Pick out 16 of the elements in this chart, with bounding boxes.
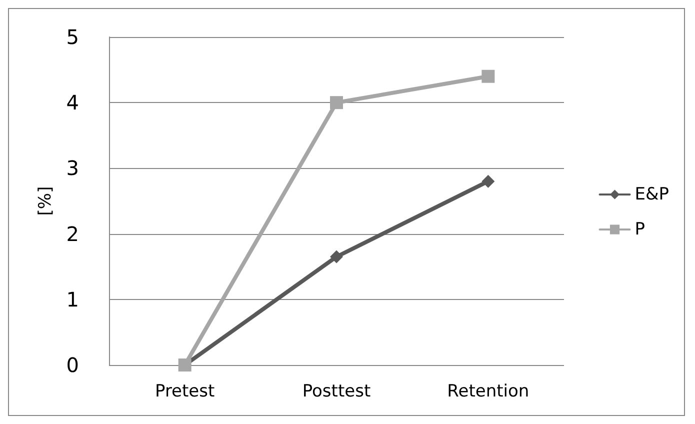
y-tick-label: 1: [66, 287, 79, 312]
point: [330, 96, 343, 110]
x-tick-label: Retention: [447, 382, 530, 402]
point: [330, 250, 343, 264]
y-tick-label: 5: [66, 25, 79, 49]
y-axis-title: [%]: [36, 186, 56, 216]
y-tick-label: 4: [66, 90, 79, 115]
y-tick-label: 3: [66, 156, 79, 180]
y-tick-label: 2: [66, 222, 79, 246]
legend-label: E&P: [634, 184, 669, 204]
legend-label: P: [634, 220, 646, 240]
y-tick-label: 0: [66, 353, 79, 377]
point: [482, 174, 495, 188]
x-tick-label: Pretest: [154, 382, 215, 402]
point: [482, 70, 495, 83]
x-tick-label: Posttest: [302, 382, 371, 402]
